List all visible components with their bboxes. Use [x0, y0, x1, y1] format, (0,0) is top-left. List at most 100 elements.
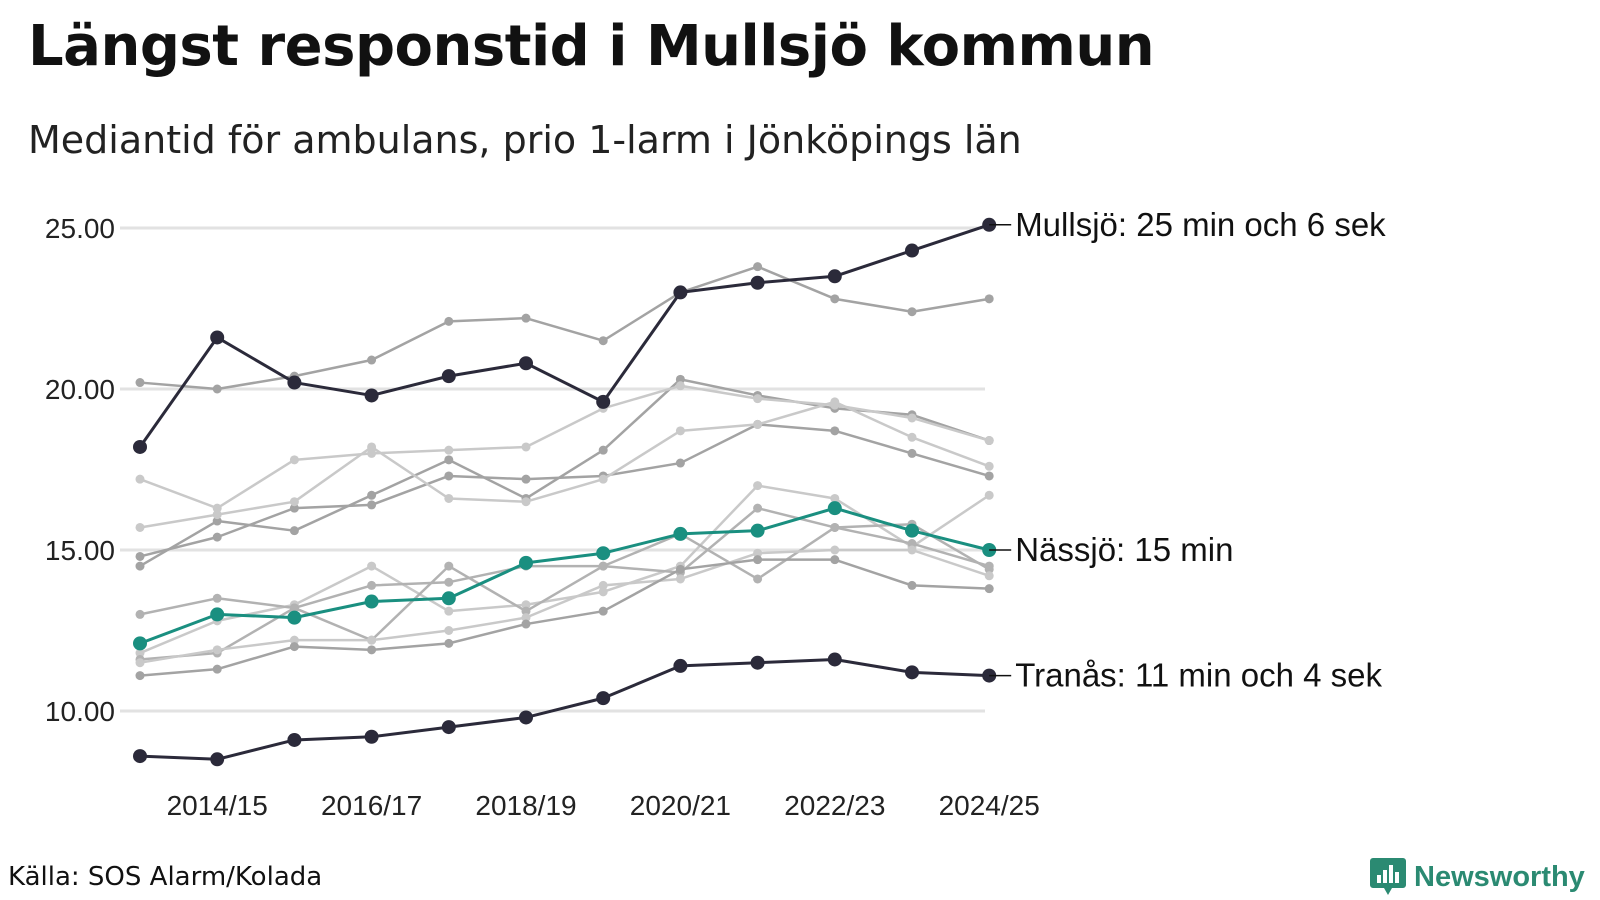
- data-point: [444, 638, 454, 648]
- data-point: [907, 307, 917, 317]
- data-point: [830, 294, 840, 304]
- data-point: [364, 388, 379, 403]
- chart-subtitle: Mediantid för ambulans, prio 1-larm i Jö…: [28, 118, 1022, 162]
- data-point: [367, 500, 377, 510]
- series-kommun-e: [135, 397, 994, 532]
- data-point: [827, 501, 842, 516]
- data-point: [907, 545, 917, 555]
- data-point: [984, 294, 994, 304]
- end-label: Mullsjö: 25 min och 6 sek: [1015, 206, 1386, 243]
- series-tranås: [133, 652, 997, 767]
- data-point: [210, 330, 225, 345]
- data-point: [135, 378, 145, 388]
- data-point: [598, 606, 608, 616]
- series-line: [139, 548, 990, 664]
- data-point: [753, 481, 763, 491]
- data-point: [289, 455, 299, 465]
- series-lines: [133, 217, 997, 767]
- series-kommun-g: [135, 503, 994, 645]
- data-point: [367, 448, 377, 458]
- data-point: [135, 474, 145, 484]
- data-point: [364, 729, 379, 744]
- data-point: [905, 523, 919, 538]
- series-mullsjö: [133, 217, 997, 454]
- data-point: [673, 285, 688, 300]
- data-point: [212, 532, 222, 542]
- x-tick-label: 2018/19: [475, 790, 576, 821]
- data-point: [984, 584, 994, 594]
- data-point: [596, 691, 611, 706]
- data-point: [907, 448, 917, 458]
- data-point: [444, 561, 454, 571]
- data-point: [289, 497, 299, 507]
- data-point: [598, 445, 608, 455]
- data-point: [521, 313, 531, 323]
- data-point: [830, 555, 840, 565]
- data-point: [750, 655, 765, 670]
- data-point: [289, 635, 299, 645]
- data-point: [753, 555, 763, 565]
- y-tick-label: 20.00: [45, 374, 115, 405]
- data-point: [135, 609, 145, 619]
- data-point: [984, 436, 994, 446]
- data-point: [673, 658, 688, 673]
- data-point: [984, 571, 994, 581]
- series-kommun-i: [135, 545, 994, 668]
- data-point: [675, 381, 685, 391]
- data-point: [287, 732, 302, 747]
- data-point: [444, 606, 454, 616]
- newsworthy-logo-icon: [1370, 858, 1406, 895]
- data-point: [444, 493, 454, 503]
- data-point: [675, 374, 685, 384]
- series-kommun-a: [135, 262, 994, 394]
- data-point: [596, 546, 611, 561]
- y-tick-label: 10.00: [45, 696, 115, 727]
- data-point: [212, 384, 222, 394]
- data-point: [367, 561, 377, 571]
- y-axis-ticks: 10.00 15.00 20.00 25.00: [45, 213, 115, 727]
- data-point: [135, 561, 145, 571]
- data-point: [598, 474, 608, 484]
- series-kommun-b: [135, 374, 994, 571]
- data-point: [521, 474, 531, 484]
- data-point: [521, 606, 531, 616]
- end-labels: Nässjö: 15 min Tranås: 11 min och 4 sek Mu…: [989, 206, 1386, 694]
- chart-title: Längst responstid i Mullsjö kommun: [28, 14, 1155, 79]
- data-point: [441, 369, 456, 384]
- data-point: [907, 539, 917, 549]
- data-point: [521, 600, 531, 610]
- brand-logo[interactable]: Newsworthy: [1370, 858, 1585, 896]
- source-note: Källa: SOS Alarm/Kolada: [8, 862, 323, 892]
- x-tick-label: 2024/25: [939, 790, 1040, 821]
- data-point: [753, 503, 763, 513]
- data-point: [135, 658, 145, 668]
- data-point: [133, 636, 147, 651]
- data-point: [289, 642, 299, 652]
- data-point: [753, 262, 763, 272]
- series-line: [138, 223, 990, 448]
- data-point: [212, 645, 222, 655]
- data-point: [830, 493, 840, 503]
- data-point: [830, 545, 840, 555]
- series-line: [139, 378, 990, 568]
- data-point: [441, 720, 456, 735]
- brand-name: Newsworthy: [1414, 860, 1585, 893]
- x-axis-ticks: 2014/15 2016/17 2018/19 2020/21 2022/23 2024/…: [167, 790, 1040, 821]
- data-point: [598, 580, 608, 590]
- data-point: [212, 516, 222, 526]
- series-kommun-j: [135, 555, 994, 681]
- series-line: [139, 506, 990, 645]
- data-point: [827, 269, 842, 284]
- data-point: [830, 522, 840, 532]
- data-point: [289, 526, 299, 536]
- data-point: [444, 471, 454, 481]
- data-point: [367, 490, 377, 500]
- data-point: [753, 394, 763, 404]
- data-point: [444, 626, 454, 635]
- data-point: [367, 645, 377, 655]
- data-point: [907, 580, 917, 590]
- end-label: Nässjö: 15 min: [1015, 531, 1233, 568]
- data-point: [750, 523, 765, 538]
- data-point: [444, 316, 454, 326]
- data-point: [287, 610, 302, 625]
